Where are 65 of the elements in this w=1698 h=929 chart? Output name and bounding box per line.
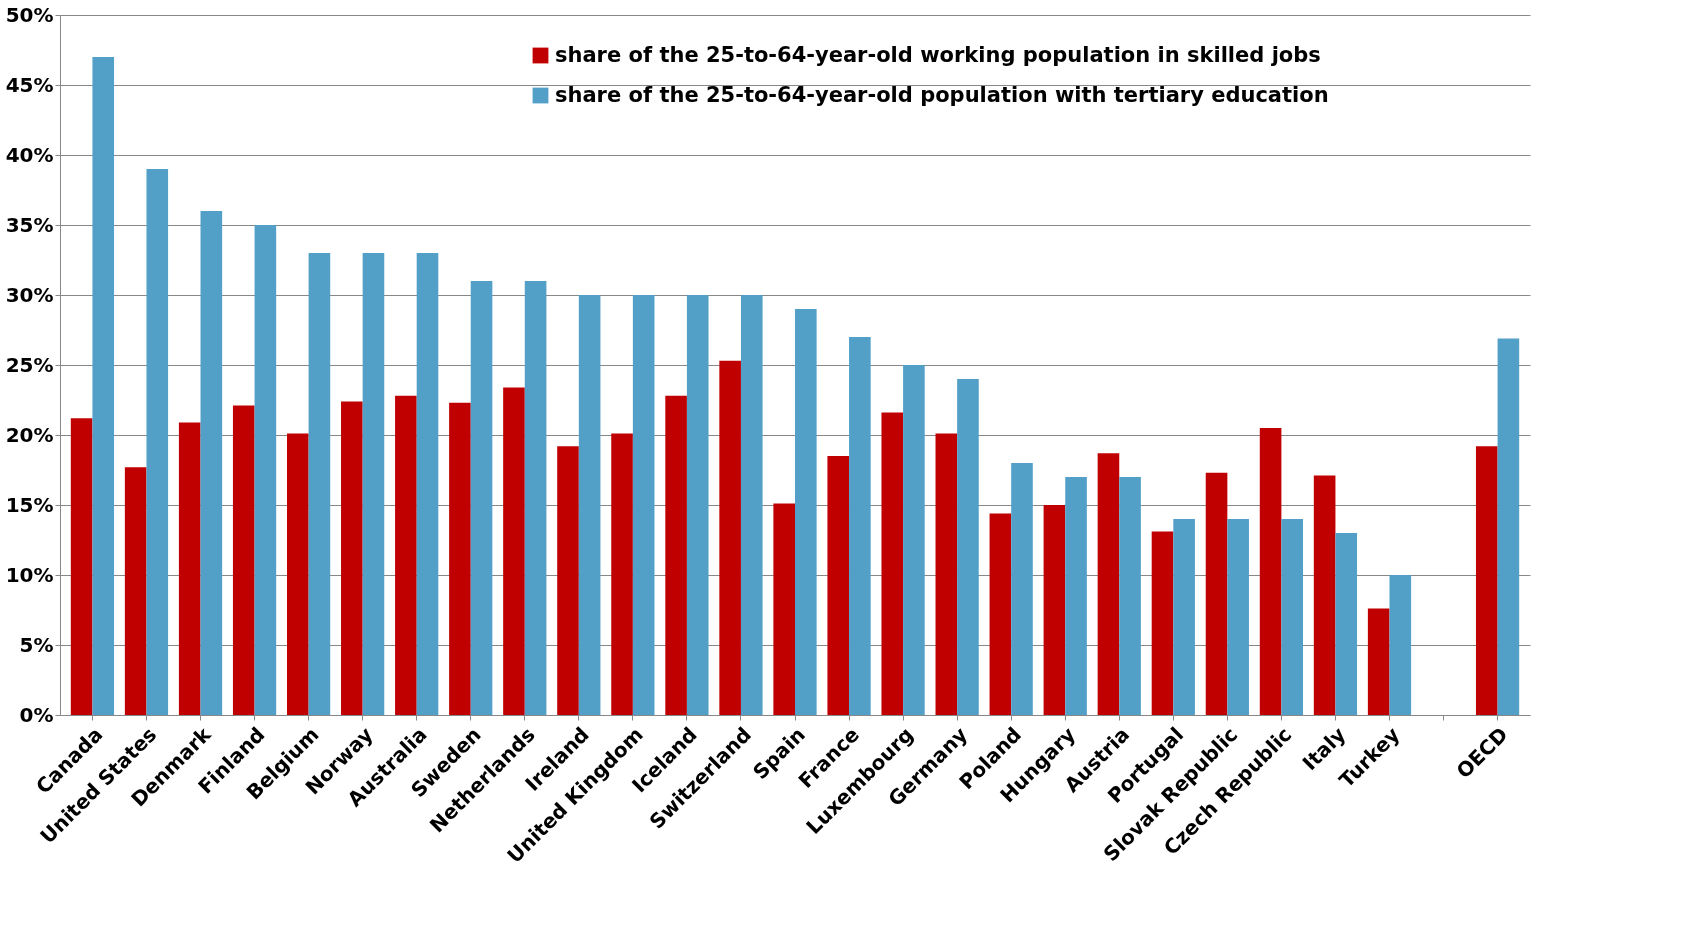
bar — [92, 57, 115, 715]
bar — [1151, 531, 1174, 715]
bar — [416, 253, 439, 715]
bar — [1259, 428, 1282, 715]
y-tick-label: 45% — [5, 72, 54, 97]
bar — [1367, 608, 1390, 715]
bar — [362, 253, 385, 715]
bar — [1227, 519, 1249, 715]
bar — [719, 360, 741, 715]
bar — [557, 446, 579, 715]
bar — [503, 387, 525, 715]
bar — [957, 379, 979, 715]
bar — [881, 412, 904, 715]
bar — [1335, 533, 1358, 715]
bar — [632, 295, 655, 715]
bar — [395, 395, 417, 715]
bar — [70, 418, 93, 715]
legend-label: share of the 25-to-64-year-old population with tertiary education — [555, 82, 1329, 107]
bar — [341, 401, 363, 715]
legend-label: share of the 25-to-64-year-old working population in skilled jobs — [555, 42, 1321, 67]
bar — [1497, 338, 1520, 715]
bar — [849, 337, 871, 715]
y-tick-label: 50% — [5, 2, 54, 27]
bar — [1065, 477, 1087, 715]
bar — [470, 281, 493, 715]
bar — [232, 405, 255, 715]
y-tick-label: 0% — [19, 702, 54, 727]
bar — [308, 253, 331, 715]
bar — [1475, 446, 1498, 715]
y-tick-label: 20% — [5, 422, 54, 447]
y-tick-label: 35% — [5, 212, 54, 237]
bar — [935, 433, 958, 715]
y-tick-label: 30% — [5, 282, 54, 307]
bar — [740, 295, 763, 715]
bar — [1119, 477, 1141, 715]
bar — [1097, 453, 1120, 715]
bar — [1205, 472, 1228, 715]
bar — [989, 513, 1012, 715]
bar — [124, 467, 147, 715]
bar — [1043, 505, 1066, 715]
bar — [611, 433, 633, 715]
y-tick-label: 15% — [5, 492, 54, 517]
bar — [449, 402, 471, 715]
bar — [1281, 519, 1304, 715]
bar — [578, 295, 601, 715]
y-tick-label: 10% — [5, 562, 54, 587]
y-tick-label: 40% — [5, 142, 54, 167]
bar — [524, 281, 547, 715]
bar — [827, 456, 850, 715]
bar — [286, 433, 309, 715]
bar — [795, 309, 817, 715]
bar — [1173, 519, 1195, 715]
bar — [686, 295, 709, 715]
bar — [146, 169, 169, 715]
bar — [1389, 575, 1412, 715]
bar — [903, 365, 925, 715]
y-tick-label: 25% — [5, 352, 54, 377]
bar — [254, 225, 277, 715]
bar — [178, 422, 201, 715]
bar — [200, 211, 223, 715]
bar — [665, 395, 687, 715]
y-tick-label: 5% — [19, 632, 54, 657]
bar — [773, 503, 795, 715]
bar — [1011, 463, 1033, 715]
bar — [1313, 475, 1336, 715]
